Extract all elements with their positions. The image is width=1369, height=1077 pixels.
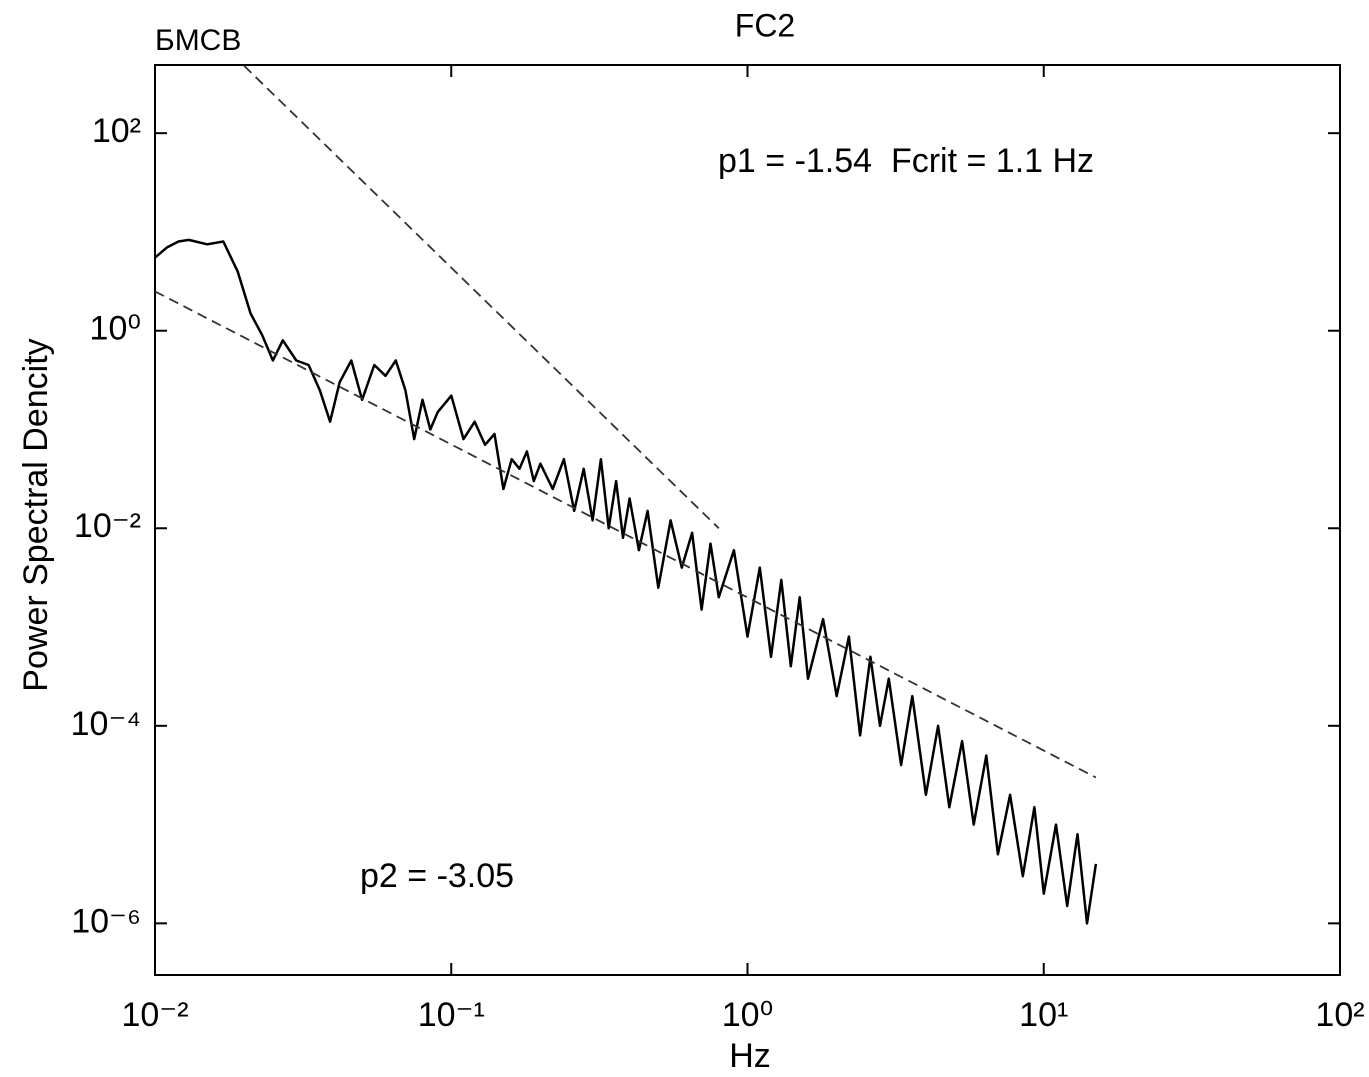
spectrum-line (154, 238, 1098, 925)
fit-line (154, 290, 1097, 779)
plot-frame (154, 64, 1341, 976)
y-tick-label: 10⁻⁴ (71, 705, 141, 743)
x-tick-label: 10² (1315, 996, 1364, 1034)
x-tick-label: 10¹ (1019, 996, 1068, 1034)
x-tick-label: 10⁻² (121, 996, 188, 1034)
annotation: БМСВ (155, 24, 241, 57)
y-tick-label: 10⁰ (90, 310, 141, 348)
y-tick-label: 10⁻² (74, 507, 141, 545)
fit-line (243, 65, 720, 529)
annotation: p1 = -1.54 Fcrit = 1.1 Hz (718, 142, 1094, 180)
annotation: p2 = -3.05 (360, 857, 514, 895)
y-axis-label: Power Spectral Dencity (17, 338, 55, 691)
y-tick-label: 10⁻⁶ (71, 902, 141, 940)
chart-title: FC2 (735, 7, 795, 43)
x-axis-label: Hz (729, 1037, 771, 1075)
x-tick-label: 10⁻¹ (418, 996, 485, 1034)
y-tick-label: 10² (92, 112, 141, 150)
x-tick-label: 10⁰ (722, 996, 773, 1034)
